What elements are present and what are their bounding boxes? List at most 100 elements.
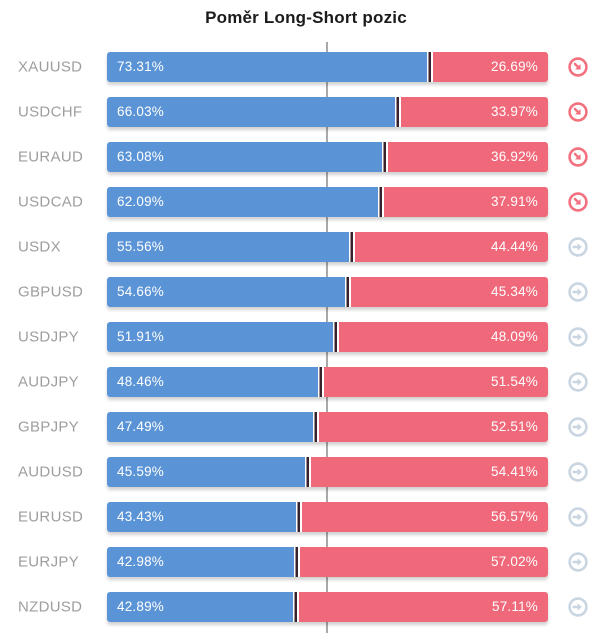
long-percent-label: 55.56% (117, 238, 164, 254)
long-short-bar[interactable]: 66.03% 33.97% (107, 96, 548, 127)
short-segment: 51.54% (320, 366, 548, 397)
long-segment: 48.46% (107, 366, 321, 397)
long-short-bar[interactable]: 62.09% 37.91% (107, 186, 548, 217)
long-short-divider-line (295, 501, 302, 532)
short-percent-label: 44.44% (491, 238, 538, 254)
long-percent-label: 47.49% (117, 418, 164, 434)
symbol-label: EURAUD (18, 148, 84, 165)
short-percent-label: 33.97% (491, 103, 538, 119)
long-percent-label: 66.03% (117, 103, 164, 119)
short-percent-label: 26.69% (491, 58, 538, 74)
symbol-label: NZDUSD (18, 598, 83, 615)
long-short-bar[interactable]: 54.66% 45.34% (107, 276, 548, 307)
short-percent-label: 36.92% (491, 148, 538, 164)
trend-right-circle-icon[interactable] (567, 326, 589, 348)
trend-down-right-circle-icon[interactable] (567, 146, 589, 168)
table-row: AUDUSD 45.59% 54.41% (0, 449, 612, 494)
short-segment: 45.34% (348, 276, 548, 307)
short-percent-label: 57.11% (492, 598, 538, 614)
short-percent-label: 52.51% (491, 418, 538, 434)
long-percent-label: 62.09% (117, 193, 164, 209)
trend-right-circle-icon[interactable] (567, 416, 589, 438)
long-segment: 45.59% (107, 456, 309, 487)
symbol-label: XAUUSD (18, 58, 83, 75)
long-short-divider-line (317, 366, 324, 397)
long-percent-label: 51.91% (117, 328, 164, 344)
long-short-bar[interactable]: 55.56% 44.44% (107, 231, 548, 262)
table-row: GBPJPY 47.49% 52.51% (0, 404, 612, 449)
short-segment: 26.69% (430, 51, 548, 82)
trend-down-right-circle-icon[interactable] (567, 101, 589, 123)
symbol-label: GBPUSD (18, 283, 84, 300)
trend-right-circle-icon[interactable] (567, 506, 589, 528)
symbol-label: GBPJPY (18, 418, 79, 435)
short-segment: 37.91% (380, 186, 548, 217)
long-segment: 42.98% (107, 546, 297, 577)
symbol-label: USDJPY (18, 328, 79, 345)
short-percent-label: 54.41% (491, 463, 538, 479)
long-short-divider-line (349, 231, 356, 262)
trend-right-circle-icon[interactable] (567, 596, 589, 618)
long-short-divider-line (313, 411, 320, 442)
long-short-bar[interactable]: 51.91% 48.09% (107, 321, 548, 352)
trend-right-circle-icon[interactable] (567, 551, 589, 573)
short-percent-label: 56.57% (491, 508, 538, 524)
long-short-divider-line (293, 591, 300, 622)
long-percent-label: 42.98% (117, 553, 164, 569)
trend-right-circle-icon[interactable] (567, 281, 589, 303)
long-percent-label: 63.08% (117, 148, 164, 164)
long-short-divider-line (293, 546, 300, 577)
short-percent-label: 37.91% (491, 193, 538, 209)
symbol-label: EURJPY (18, 553, 79, 570)
long-short-bar[interactable]: 43.43% 56.57% (107, 501, 548, 532)
trend-right-circle-icon[interactable] (567, 461, 589, 483)
symbol-label: USDCAD (18, 193, 84, 210)
long-short-bar[interactable]: 45.59% 54.41% (107, 456, 548, 487)
short-segment: 57.02% (296, 546, 548, 577)
table-row: AUDJPY 48.46% 51.54% (0, 359, 612, 404)
trend-right-circle-icon[interactable] (567, 371, 589, 393)
long-segment: 63.08% (107, 141, 386, 172)
long-short-divider-line (345, 276, 352, 307)
long-percent-label: 45.59% (117, 463, 164, 479)
trend-down-right-circle-icon[interactable] (567, 56, 589, 78)
symbol-label: EURUSD (18, 508, 84, 525)
short-percent-label: 51.54% (491, 373, 538, 389)
symbol-label: USDCHF (18, 103, 83, 120)
long-short-divider-line (427, 51, 434, 82)
long-short-bar[interactable]: 63.08% 36.92% (107, 141, 548, 172)
table-row: EURJPY 42.98% 57.02% (0, 539, 612, 584)
table-row: NZDUSD 42.89% 57.11% (0, 584, 612, 629)
long-short-bar[interactable]: 47.49% 52.51% (107, 411, 548, 442)
long-segment: 42.89% (107, 591, 297, 622)
long-short-bar[interactable]: 48.46% 51.54% (107, 366, 548, 397)
long-short-bar[interactable]: 42.89% 57.11% (107, 591, 548, 622)
long-short-divider-line (377, 186, 384, 217)
long-segment: 66.03% (107, 96, 399, 127)
long-short-divider-line (332, 321, 339, 352)
long-short-divider-line (305, 456, 312, 487)
table-row: EURAUD 63.08% 36.92% (0, 134, 612, 179)
long-percent-label: 43.43% (117, 508, 164, 524)
table-row: USDJPY 51.91% 48.09% (0, 314, 612, 359)
short-percent-label: 57.02% (491, 553, 538, 569)
long-segment: 54.66% (107, 276, 349, 307)
short-percent-label: 45.34% (491, 283, 538, 299)
short-segment: 56.57% (298, 501, 548, 532)
table-row: EURUSD 43.43% 56.57% (0, 494, 612, 539)
table-row: XAUUSD 73.31% 26.69% (0, 44, 612, 89)
short-segment: 44.44% (352, 231, 548, 262)
long-segment: 73.31% (107, 51, 431, 82)
table-row: USDCHF 66.03% 33.97% (0, 89, 612, 134)
short-segment: 57.11% (296, 591, 548, 622)
short-segment: 33.97% (398, 96, 548, 127)
short-segment: 48.09% (335, 321, 548, 352)
table-row: GBPUSD 54.66% 45.34% (0, 269, 612, 314)
long-short-bar[interactable]: 42.98% 57.02% (107, 546, 548, 577)
long-segment: 47.49% (107, 411, 317, 442)
trend-down-right-circle-icon[interactable] (567, 191, 589, 213)
long-short-bar[interactable]: 73.31% 26.69% (107, 51, 548, 82)
trend-right-circle-icon[interactable] (567, 236, 589, 258)
long-percent-label: 73.31% (117, 58, 164, 74)
